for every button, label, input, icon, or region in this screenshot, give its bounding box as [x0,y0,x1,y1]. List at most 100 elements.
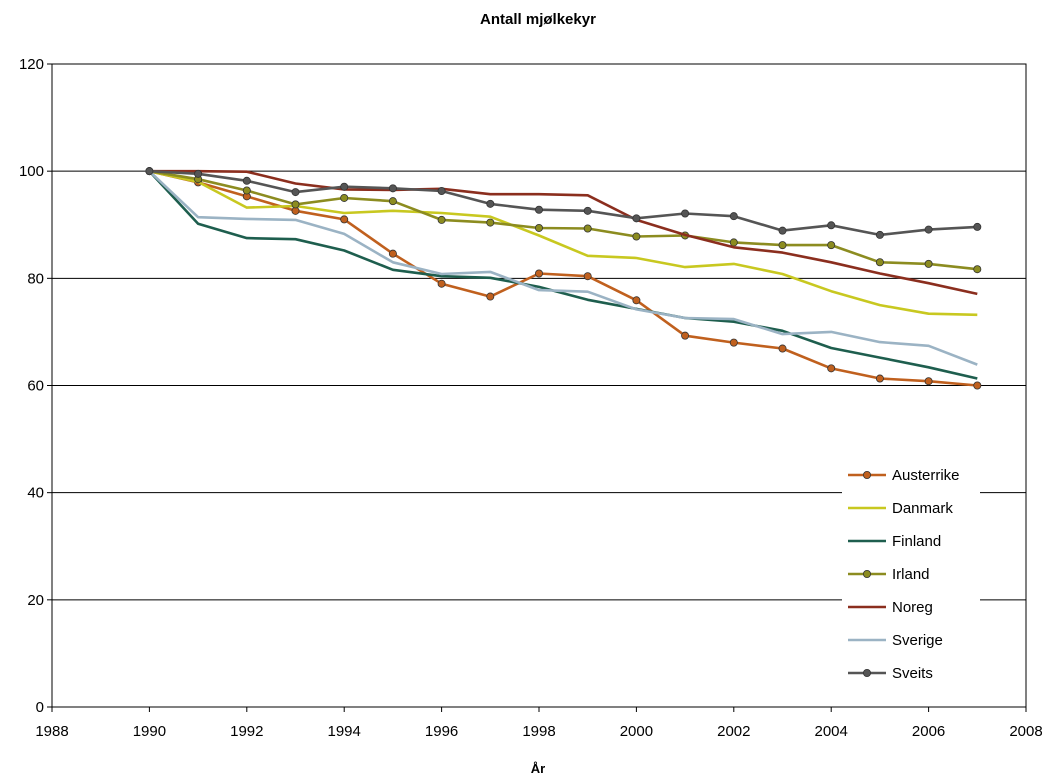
data-point [583,224,592,233]
x-tick-label-1994: 1994 [328,723,361,740]
data-point [242,186,251,195]
legend-marker [863,570,872,579]
y-tick-label-100: 100 [19,163,44,180]
x-tick-label-1990: 1990 [133,723,166,740]
series-noreg [149,169,978,296]
legend-item-noreg: Noreg [848,599,933,616]
x-tick-label-2002: 2002 [717,723,750,740]
y-tick-label-120: 120 [19,56,44,73]
x-tick-label-2004: 2004 [815,723,848,740]
data-point [827,221,836,230]
data-point [973,381,982,390]
data-point [924,377,933,386]
series-sveits [145,167,982,239]
data-point [632,296,641,305]
data-point [340,193,349,202]
data-point [194,169,203,178]
data-point [778,241,787,250]
series-line-sverige [148,170,978,366]
legend-item-danmark: Danmark [848,500,953,517]
legend-label: Irland [892,566,930,583]
series-finland [148,170,978,380]
legend-item-finland: Finland [848,533,941,550]
data-point [242,176,251,185]
data-point [437,279,446,288]
data-point [681,331,690,340]
x-tick-label-2008: 2008 [1009,723,1042,740]
series-line-sveits [149,169,978,237]
data-point [681,209,690,218]
series-lines [145,167,982,390]
data-point [535,223,544,232]
x-tick-label-1992: 1992 [230,723,263,740]
data-point [486,292,495,301]
data-point [778,226,787,235]
y-tick-label-60: 60 [27,378,44,395]
legend-box [842,458,980,699]
series-danmark [149,169,978,317]
data-point [827,241,836,250]
series-irland [145,167,982,274]
data-point [145,167,154,176]
x-tick-label-1988: 1988 [35,723,68,740]
data-point [388,249,397,258]
series-line-austerrike [149,169,978,387]
data-point [486,218,495,227]
y-tick-label-80: 80 [27,270,44,287]
data-point [535,269,544,278]
series-austerrike [145,167,982,390]
data-point [827,364,836,373]
data-point [340,182,349,191]
data-point [632,232,641,241]
chart-title: Antall mjølkekyr [480,11,596,28]
legend-label: Austerrike [892,467,960,484]
y-tick-label-40: 40 [27,485,44,502]
data-point [388,197,397,206]
legend-label: Noreg [892,599,933,616]
data-point [778,344,787,353]
series-line-noreg [149,169,978,296]
legend-marker [863,470,872,479]
data-point [924,259,933,268]
data-point [729,338,738,347]
y-tick-label-20: 20 [27,592,44,609]
data-point [583,206,592,215]
legend-marker [863,669,872,678]
legend-label: Sverige [892,632,943,649]
data-point [583,272,592,281]
x-axis-title: År [531,761,545,776]
data-point [875,374,884,383]
data-point [291,188,300,197]
legend-label: Finland [892,533,941,550]
data-point [875,230,884,239]
data-point [973,265,982,274]
data-point [340,215,349,224]
data-point [388,184,397,193]
data-point [729,212,738,221]
series-line-danmark [149,169,978,317]
x-tick-label-2006: 2006 [912,723,945,740]
data-point [973,222,982,231]
data-point [437,215,446,224]
series-sverige [148,170,978,366]
data-point [437,186,446,195]
data-point [632,214,641,223]
y-tick-label-0: 0 [36,699,44,716]
legend-label: Sveits [892,665,933,682]
legend-item-irland: Irland [848,566,930,583]
x-tick-label-1996: 1996 [425,723,458,740]
data-point [486,199,495,208]
data-point [291,200,300,209]
data-point [924,225,933,234]
data-point [729,238,738,247]
axis-ticks: 0 20 40 60 80 100 120 1988 1990 1992 1994 1996 1998 2… [19,56,1043,740]
data-point [535,205,544,214]
x-tick-label-1998: 1998 [522,723,555,740]
x-tick-label-2000: 2000 [620,723,653,740]
series-line-irland [149,169,978,271]
series-line-finland [148,170,978,380]
legend-label: Danmark [892,500,953,517]
legend-item-sverige: Sverige [848,632,943,649]
